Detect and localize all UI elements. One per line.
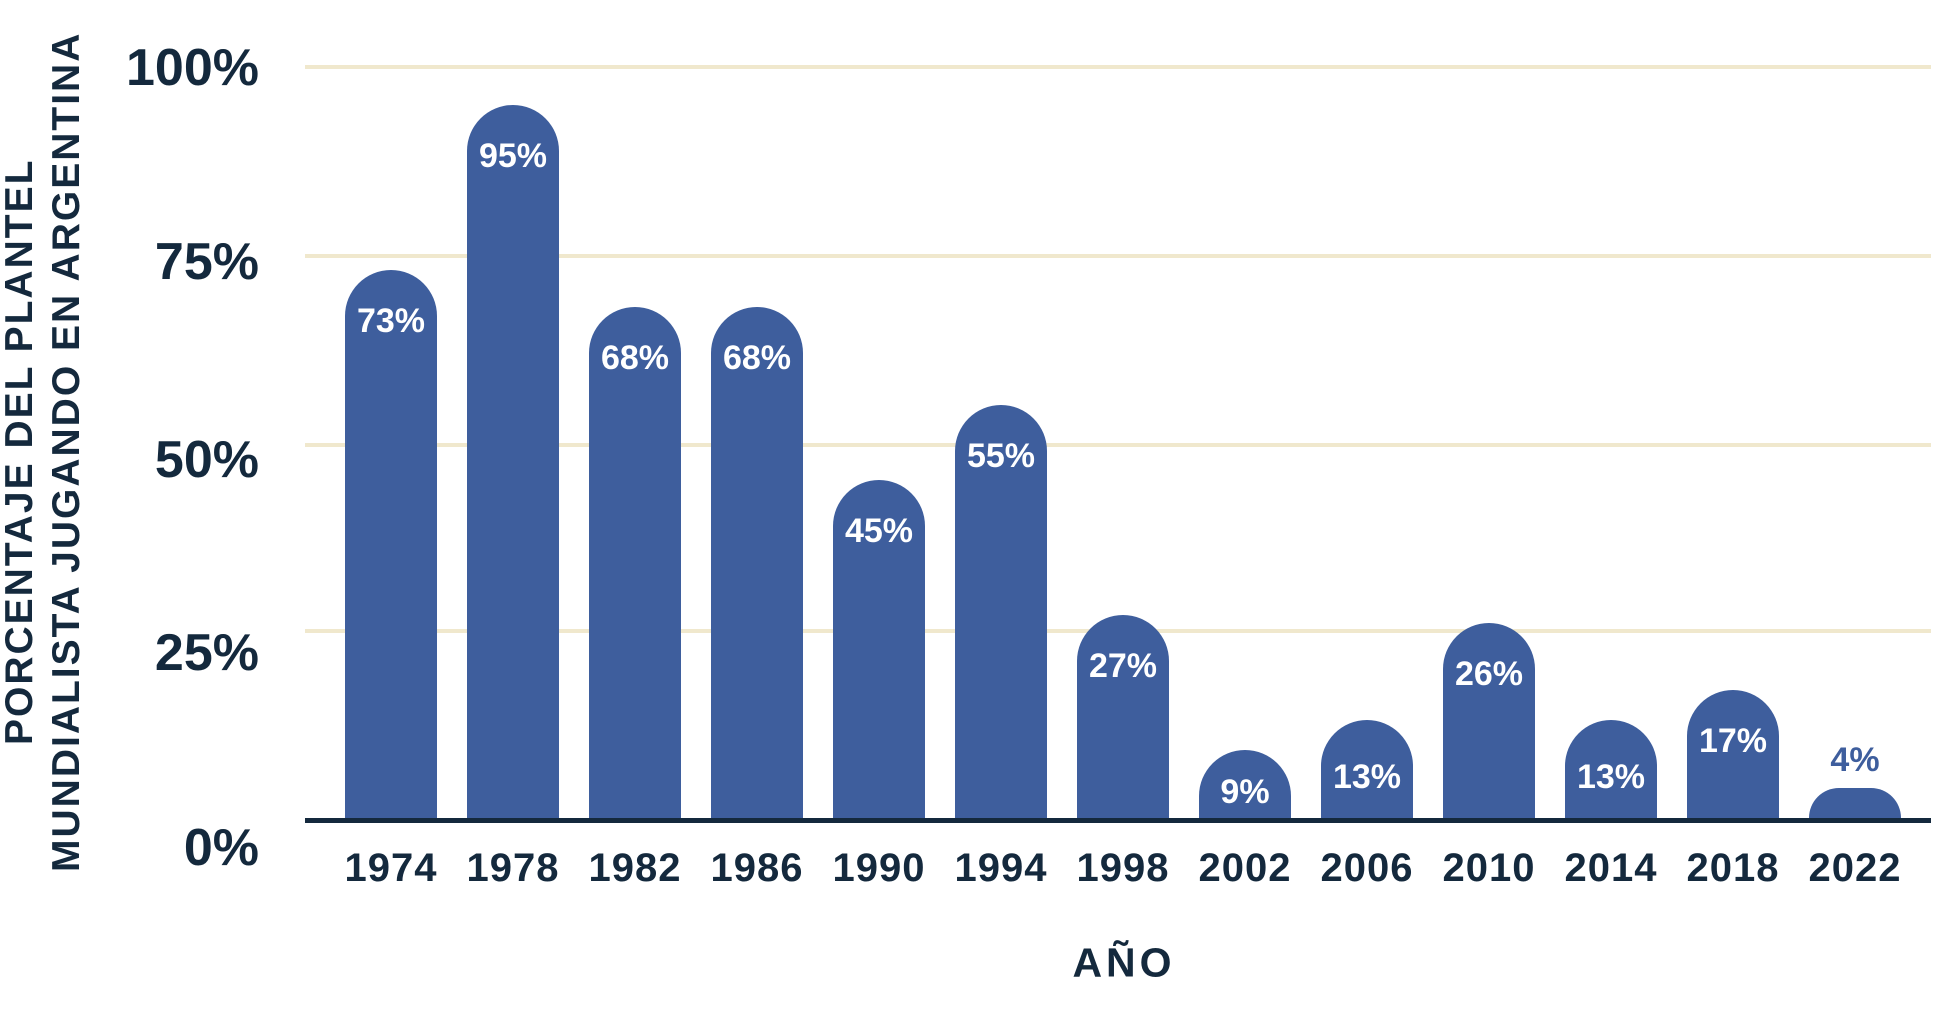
- gridline-75: [305, 254, 1931, 258]
- bar-value-label-2022: 4%: [1830, 741, 1880, 779]
- bar-1990: [833, 480, 925, 818]
- bar-value-label-2006: 13%: [1332, 758, 1402, 796]
- bar-value-label-2010: 26%: [1454, 655, 1524, 693]
- gridline-50: [305, 443, 1931, 447]
- x-tick-label-2002: 2002: [1198, 846, 1292, 890]
- x-tick-label-2022: 2022: [1808, 846, 1902, 890]
- bar-1974: [345, 270, 437, 818]
- bar-value-label-1982: 68%: [600, 339, 670, 377]
- x-tick-label-2006: 2006: [1320, 846, 1414, 890]
- bar-2002: [1199, 750, 1291, 818]
- x-tick-label-1998: 1998: [1076, 846, 1170, 890]
- x-axis-line: [305, 818, 1931, 823]
- bar-1994: [955, 405, 1047, 818]
- y-tick-label-0: 0%: [183, 819, 259, 877]
- x-tick-label-1994: 1994: [954, 846, 1048, 890]
- x-tick-label-2014: 2014: [1564, 846, 1658, 890]
- y-tick-label-50: 50%: [154, 431, 259, 489]
- y-axis-title-line1: PORCENTAJE DEL PLANTEL: [0, 158, 42, 746]
- bar-2010: [1443, 623, 1535, 818]
- bar-1982: [589, 307, 681, 818]
- bar-value-label-1994: 55%: [966, 437, 1036, 475]
- bar-value-label-1998: 27%: [1088, 647, 1158, 685]
- bar-value-label-2002: 9%: [1220, 773, 1270, 811]
- x-tick-label-1978: 1978: [466, 846, 560, 890]
- bar-value-label-2018: 17%: [1698, 722, 1768, 760]
- x-tick-label-1990: 1990: [832, 846, 926, 890]
- x-tick-label-2018: 2018: [1686, 846, 1780, 890]
- y-axis-title-line2: MUNDIALISTA JUGANDO EN ARGENTINA: [45, 31, 88, 872]
- y-tick-label-100: 100%: [126, 39, 259, 97]
- y-tick-label-75: 75%: [154, 233, 259, 291]
- y-axis-title: PORCENTAJE DEL PLANTEL MUNDIALISTA JUGAN…: [0, 2, 91, 902]
- bar-2006: [1321, 720, 1413, 818]
- bar-2014: [1565, 720, 1657, 818]
- bar-value-label-1974: 73%: [356, 302, 426, 340]
- x-tick-label-1986: 1986: [710, 846, 804, 890]
- bar-value-label-1990: 45%: [844, 512, 914, 550]
- bar-1998: [1077, 615, 1169, 818]
- bar-2018: [1687, 690, 1779, 818]
- bar-value-label-1986: 68%: [722, 339, 792, 377]
- y-tick-label-25: 25%: [154, 624, 259, 682]
- bar-1986: [711, 307, 803, 818]
- bar-value-label-2014: 13%: [1576, 758, 1646, 796]
- bar-1978: [467, 105, 559, 818]
- bar-2022: [1809, 788, 1901, 818]
- x-axis-title: AÑO: [1072, 939, 1176, 986]
- bar-value-label-1978: 95%: [478, 137, 548, 175]
- x-tick-label-1974: 1974: [344, 846, 438, 890]
- gridline-100: [305, 65, 1931, 69]
- x-tick-label-2010: 2010: [1442, 846, 1536, 890]
- x-tick-label-1982: 1982: [588, 846, 682, 890]
